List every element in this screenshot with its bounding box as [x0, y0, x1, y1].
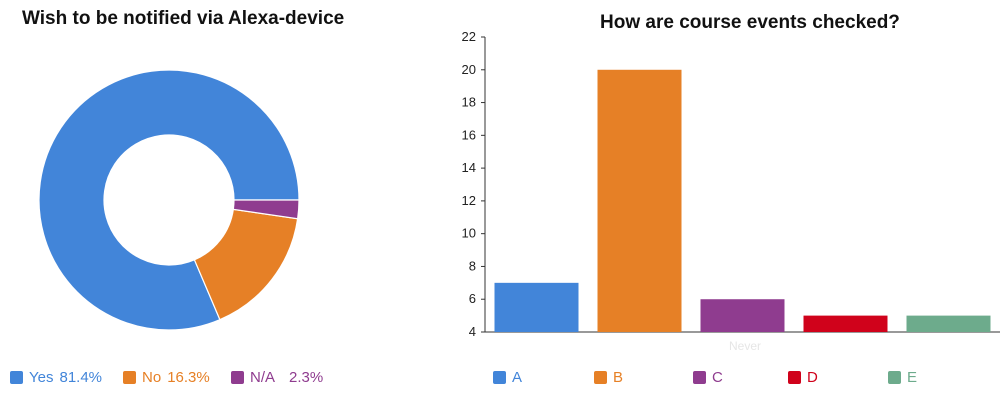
bar-c [700, 299, 785, 332]
y-tick-label: 12 [462, 193, 476, 208]
legend-label: N/A [250, 369, 276, 386]
legend-swatch [123, 371, 136, 384]
legend-label: C [712, 369, 723, 386]
legend-swatch [693, 371, 706, 384]
bar-chart-title: How are course events checked? [600, 12, 900, 33]
legend-percentage: 16.3% [167, 369, 210, 386]
legend-swatch [788, 371, 801, 384]
donut-legend-item: N/A 2.3% [231, 369, 323, 386]
bar-legend-item: E [888, 369, 917, 386]
bar-legend-item: D [788, 369, 818, 386]
donut-legend-item: Yes 81.4% [10, 369, 102, 386]
legend-swatch [231, 371, 244, 384]
donut-slice-yes [38, 69, 300, 331]
legend-swatch [594, 371, 607, 384]
bar-b [597, 69, 682, 333]
donut-slice-n-a [232, 199, 300, 220]
y-tick-label: 10 [462, 226, 476, 241]
legend-label: Yes [29, 369, 54, 386]
bar-legend-item: A [493, 369, 522, 386]
bar-d [803, 315, 888, 332]
y-tick-label: 22 [462, 29, 476, 44]
legend-percentage: 2.3% [289, 369, 324, 386]
legend-swatch [888, 371, 901, 384]
donut-slice-no [193, 208, 299, 321]
y-tick-label: 6 [469, 291, 476, 306]
bar-a [494, 282, 579, 332]
y-tick-label: 20 [462, 62, 476, 77]
y-tick-label: 18 [462, 95, 476, 110]
legend-label: D [807, 369, 818, 386]
legend-percentage: 81.4% [59, 369, 103, 386]
legend-label: B [613, 369, 624, 386]
legend-label: E [907, 369, 918, 386]
x-axis-annotation: Never [729, 339, 761, 353]
y-tick-label: 4 [469, 324, 476, 339]
y-tick-label: 14 [462, 160, 476, 175]
y-tick-label: 16 [462, 127, 476, 142]
bar-legend-item: C [693, 369, 723, 386]
donut-chart-title: Wish to be notified via Alexa-device [22, 8, 345, 29]
legend-label: No [142, 369, 162, 386]
donut-legend-item: No 16.3% [123, 369, 210, 386]
y-tick-label: 8 [469, 258, 476, 273]
legend-swatch [493, 371, 506, 384]
legend-label: A [512, 369, 523, 386]
bar-e [906, 315, 991, 332]
legend-swatch [10, 371, 23, 384]
bar-legend-item: B [594, 369, 623, 386]
